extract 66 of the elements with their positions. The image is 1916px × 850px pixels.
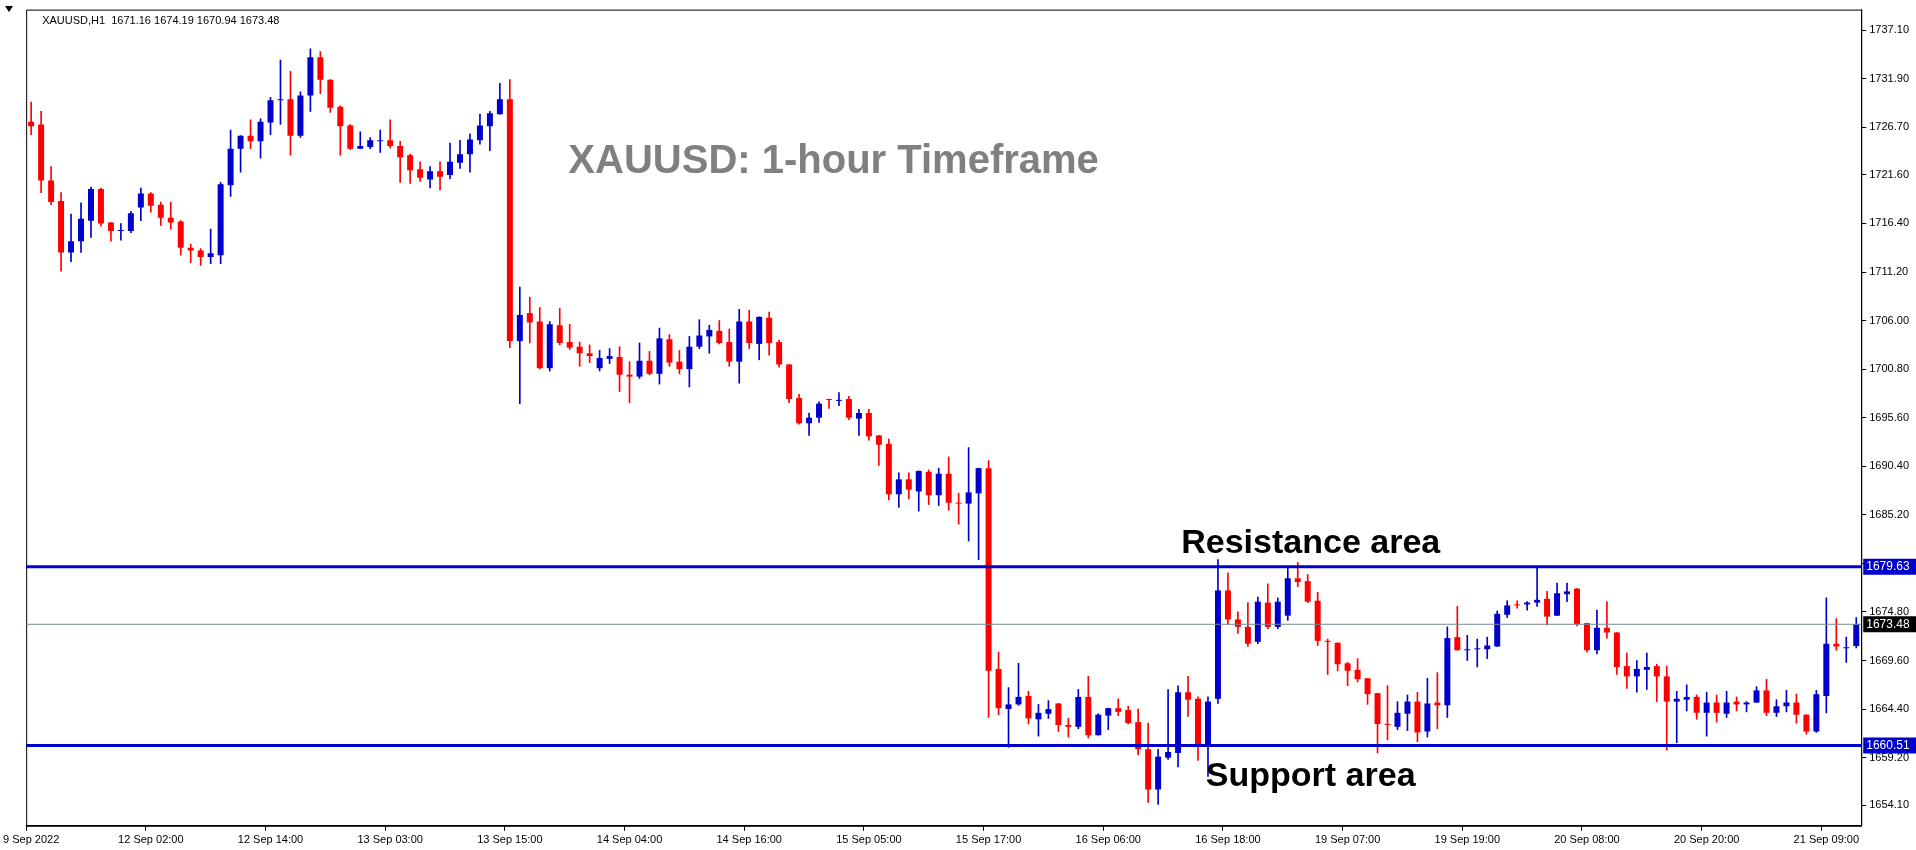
x-tick-label: 13 Sep 15:00 [477, 833, 543, 846]
ref-line-label: Support area [1205, 754, 1417, 793]
x-tick-label: 20 Sep 20:00 [1673, 833, 1740, 846]
y-tick-label: 1669.60 [1869, 653, 1909, 666]
text: 1679.63 [1866, 559, 1910, 574]
candlestick [826, 398, 832, 409]
candlestick [437, 161, 444, 191]
text: XAUUSD: 1-hour Timeframe [568, 137, 1099, 182]
x-tick-label: 19 Sep 07:00 [1314, 833, 1381, 846]
x-tick-label: 20 Sep 08:00 [1554, 833, 1620, 846]
y-tick-label: 1737.10 [1869, 23, 1909, 36]
y-tick-label: 1674.80 [1869, 604, 1909, 617]
y-tick-label: 1726.70 [1869, 120, 1909, 133]
candlestick [1464, 634, 1471, 661]
ref-line-label: Resistance area [1181, 522, 1442, 561]
candlestick [1643, 652, 1650, 690]
y-tick-label: 1685.20 [1869, 507, 1909, 520]
y-tick-label: 1654.10 [1869, 798, 1909, 811]
x-tick-label: 15 Sep 17:00 [955, 833, 1022, 846]
y-tick-label: 1731.90 [1869, 71, 1909, 84]
y-tick-label: 1664.40 [1869, 702, 1909, 715]
x-tick-label: 12 Sep 14:00 [237, 833, 304, 846]
candlestick [566, 323, 573, 350]
x-tick-label: 16 Sep 18:00 [1195, 833, 1261, 846]
candlestick [1115, 698, 1122, 716]
candlestick [167, 201, 174, 230]
text: 1673.48 [1866, 616, 1910, 631]
x-tick-label: 13 Sep 03:00 [357, 833, 423, 846]
candlestick [377, 129, 384, 153]
y-tick-label: 1690.40 [1869, 459, 1909, 472]
candlestick [1514, 600, 1521, 609]
x-tick-label: 16 Sep 06:00 [1075, 833, 1141, 846]
candlestick [1564, 582, 1571, 602]
y-tick-label: 1721.60 [1869, 167, 1909, 180]
candlestick [576, 341, 583, 367]
candlestick [855, 408, 862, 436]
x-tick-label: 14 Sep 16:00 [716, 833, 782, 846]
x-tick-label: 19 Sep 19:00 [1434, 833, 1501, 846]
x-tick-label: 12 Sep 02:00 [118, 833, 184, 846]
candlestick [397, 140, 404, 183]
y-tick-label: 1716.40 [1869, 216, 1909, 229]
y-tick-label: 1695.60 [1869, 410, 1909, 423]
text: 1660.51 [1866, 737, 1910, 752]
candlestick [187, 243, 194, 264]
candlestick [68, 213, 75, 263]
candlestick [516, 286, 523, 405]
candlestick [117, 223, 124, 241]
candlestick [1683, 684, 1690, 712]
x-tick-label: 14 Sep 04:00 [596, 833, 663, 846]
candlestick [1474, 638, 1481, 668]
y-tick-label: 1711.20 [1869, 265, 1909, 278]
candlestick [706, 324, 713, 354]
chart-subtitle: XAUUSD,H1 1671.16 1674.19 1670.94 1673.48 [42, 14, 280, 27]
candlestick [357, 131, 364, 150]
candlestick [526, 296, 533, 344]
x-tick-label: 21 Sep 09:00 [1793, 833, 1860, 846]
candlestick [387, 119, 394, 149]
y-tick-label: 1706.00 [1869, 313, 1909, 326]
y-tick-label: 1700.80 [1869, 362, 1909, 375]
candlestick [1185, 676, 1192, 717]
candlestick [835, 392, 842, 406]
candlestick [1843, 636, 1850, 663]
candlestick [1633, 660, 1640, 693]
x-tick-label: 9 Sep 2022 [3, 833, 60, 846]
x-tick-label: 15 Sep 05:00 [836, 833, 902, 846]
y-tick-label: 1659.20 [1869, 750, 1909, 763]
